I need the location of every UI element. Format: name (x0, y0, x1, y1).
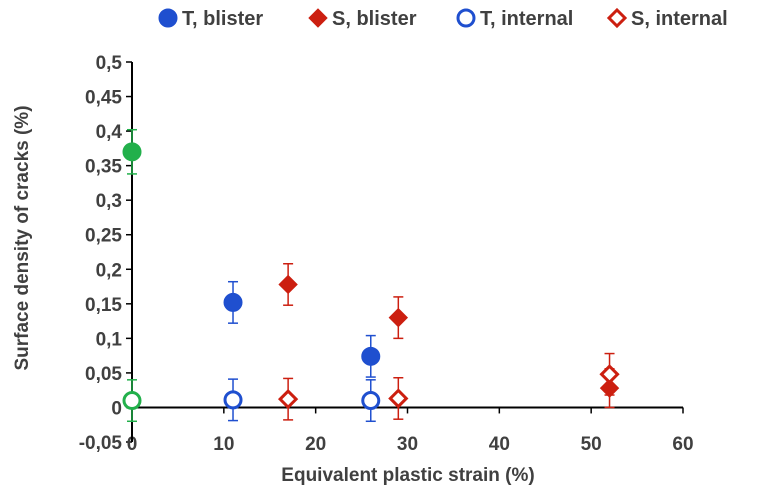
legend-label: T, internal (480, 8, 573, 30)
series-0 (223, 280, 381, 378)
x-tick-label: 30 (397, 434, 418, 455)
x-tick-label: 40 (489, 434, 510, 455)
data-point (599, 364, 620, 385)
data-point (122, 391, 142, 411)
legend-marker (158, 8, 178, 28)
data-points (122, 128, 620, 423)
data-point (361, 346, 381, 366)
y-tick-label: 0,05 (85, 364, 122, 385)
series-3 (277, 352, 620, 421)
y-tick-label: 0,4 (96, 122, 123, 143)
y-tick-label: 0,3 (96, 191, 122, 212)
legend-item: S, blister (308, 8, 417, 30)
legend-marker (606, 7, 628, 29)
x-tick-label: 20 (305, 434, 326, 455)
series-5 (122, 379, 142, 423)
legend-label: T, blister (182, 8, 263, 30)
data-point (277, 389, 299, 410)
legend-item: T, internal (456, 8, 573, 30)
y-tick-label: 0,2 (96, 260, 122, 281)
legend-item: T, blister (158, 8, 263, 30)
y-tick-label: 0,25 (85, 226, 122, 247)
y-tick-label: 0,35 (85, 157, 122, 178)
y-tick-label: -0,05 (79, 433, 123, 454)
legend-marker (308, 8, 328, 28)
legend-label: S, internal (631, 8, 728, 30)
x-tick-label: 0 (127, 434, 138, 455)
legend: T, blister S, blister T, internal S, intern… (158, 7, 728, 30)
x-tick-label: 50 (581, 434, 602, 455)
series-4 (122, 128, 142, 175)
y-tick-label: 0,15 (85, 295, 122, 316)
y-axis-ticks: -0,05 0 0,05 0,1 0,15 0,2 0,25 0,3 0,35 0,4 0,45 0,… (79, 53, 132, 454)
data-point (278, 274, 298, 295)
data-point (122, 142, 142, 162)
legend-label: S, blister (332, 8, 417, 30)
x-axis-ticks: 0 10 20 30 40 50 60 (127, 407, 694, 455)
x-tick-label: 10 (213, 434, 234, 455)
data-point (223, 292, 243, 312)
y-tick-label: 0 (111, 398, 122, 419)
data-point (223, 390, 243, 410)
y-tick-label: 0,45 (85, 88, 122, 109)
y-tick-label: 0,5 (96, 53, 123, 74)
data-point (388, 388, 409, 409)
x-tick-label: 60 (672, 434, 693, 455)
data-point (388, 307, 409, 328)
y-axis-title: Surface density of cracks (%) (12, 105, 33, 370)
series-2 (223, 378, 381, 423)
legend-item: S, internal (606, 7, 728, 30)
y-tick-label: 0,1 (96, 329, 123, 350)
data-point (361, 391, 381, 411)
legend-marker (456, 8, 476, 28)
x-axis-title: Equivalent plastic strain (%) (281, 465, 534, 486)
series-1 (278, 262, 620, 409)
